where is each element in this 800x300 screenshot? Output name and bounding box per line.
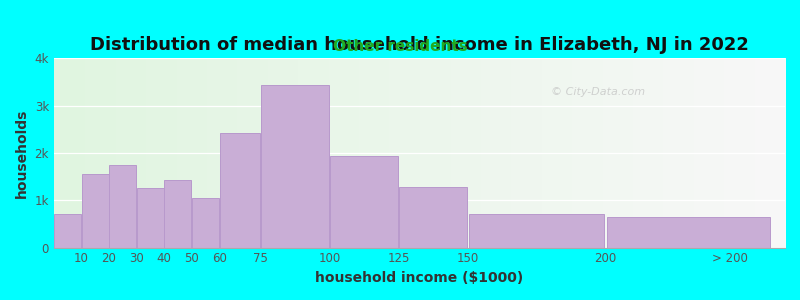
Bar bbox=[469, 214, 604, 248]
Bar bbox=[137, 188, 164, 248]
Bar bbox=[220, 133, 260, 247]
X-axis label: household income ($1000): household income ($1000) bbox=[315, 271, 523, 285]
Bar bbox=[165, 180, 191, 248]
Bar bbox=[399, 187, 467, 248]
Bar bbox=[262, 85, 329, 247]
Bar bbox=[82, 174, 109, 248]
Bar bbox=[110, 165, 136, 248]
Bar bbox=[607, 217, 770, 248]
Text: © City-Data.com: © City-Data.com bbox=[551, 87, 645, 98]
Y-axis label: households: households bbox=[15, 108, 29, 198]
Text: Other residents: Other residents bbox=[333, 39, 467, 54]
Bar bbox=[192, 198, 219, 247]
Bar bbox=[330, 156, 398, 248]
Bar bbox=[54, 214, 81, 248]
Title: Distribution of median household income in Elizabeth, NJ in 2022: Distribution of median household income … bbox=[90, 36, 749, 54]
